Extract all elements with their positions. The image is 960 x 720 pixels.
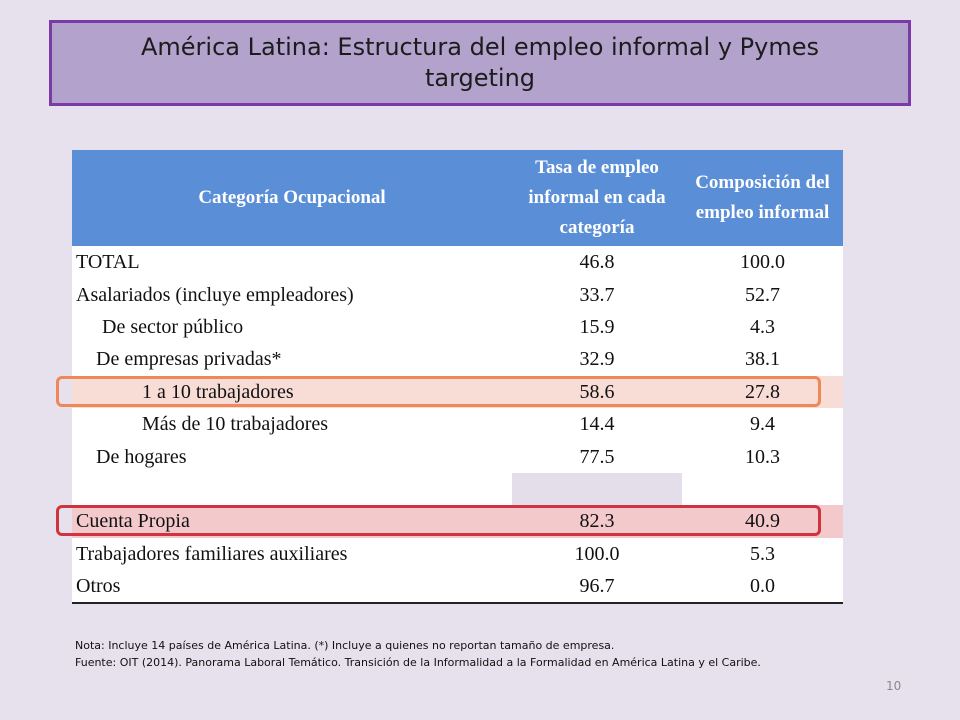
- row-label: Cuenta Propia: [72, 505, 512, 538]
- page-number: 10: [886, 679, 902, 693]
- employment-table-wrap: Categoría Ocupacional Tasa de empleo inf…: [72, 150, 843, 605]
- table-row-highlighted-self-employed: Cuenta Propia 82.3 40.9: [72, 505, 843, 538]
- row-label: De hogares: [96, 445, 187, 468]
- row-label: De sector público: [102, 315, 244, 338]
- row-rate: 82.3: [512, 505, 682, 538]
- table-row: Otros 96.7 0.0: [72, 569, 843, 605]
- row-rate: 58.6: [512, 375, 682, 408]
- highlight-outline-small-firms: [56, 376, 821, 407]
- row-label: Asalariados (incluye empleadores): [76, 283, 354, 306]
- row-label: Otros: [72, 569, 512, 605]
- row-rate: 15.9: [579, 315, 615, 338]
- header-categoria: Categoría Ocupacional: [72, 150, 512, 246]
- table-row: De empresas privadas* 32.9 38.1: [72, 343, 843, 375]
- slide-title: América Latina: Estructura del empleo in…: [140, 33, 819, 92]
- footnote-note: Nota: Incluye 14 países de América Latin…: [75, 639, 615, 652]
- row-composition: 10.3: [745, 445, 780, 468]
- row-label: TOTAL: [76, 251, 140, 274]
- row-composition: 100.0: [740, 251, 785, 274]
- table-row: Más de 10 trabajadores 14.4 9.4: [72, 408, 843, 440]
- row-rate: 77.5: [579, 445, 615, 468]
- title-box: América Latina: Estructura del empleo in…: [49, 20, 911, 106]
- table-row: Asalariados (incluye empleadores) 33.7 5…: [72, 278, 843, 310]
- row-rate: 96.7: [512, 569, 682, 605]
- row-composition: 38.1: [745, 348, 780, 371]
- header-composicion: Composición del empleo informal: [682, 150, 843, 246]
- row-label: De empresas privadas*: [96, 348, 282, 371]
- table-row: De sector público 15.9 4.3: [72, 311, 843, 343]
- highlight-outline-self-employed: [56, 505, 821, 536]
- row-rate: [512, 472, 682, 506]
- table-row: TOTAL 46.8 100.0: [72, 246, 843, 278]
- table-row-spacer: [72, 472, 843, 506]
- row-composition: 5.3: [750, 542, 775, 565]
- row-rate: 32.9: [579, 348, 615, 371]
- row-composition: [682, 473, 843, 505]
- header-tasa: Tasa de empleo informal en cada categorí…: [512, 150, 682, 246]
- footnote: Nota: Incluye 14 países de América Latin…: [75, 637, 875, 671]
- table-row: De hogares 77.5 10.3: [72, 440, 843, 472]
- row-rate: 33.7: [579, 283, 615, 306]
- row-label: Más de 10 trabajadores: [142, 413, 329, 436]
- row-rate: 14.4: [579, 413, 615, 436]
- row-rate: 46.8: [579, 251, 615, 274]
- row-rate: 100.0: [574, 542, 620, 565]
- footnote-source: Fuente: OIT (2014). Panorama Laboral Tem…: [75, 656, 761, 669]
- row-label: [72, 473, 512, 505]
- row-composition: 52.7: [745, 283, 780, 306]
- row-label: 1 a 10 trabajadores: [72, 375, 512, 408]
- table-header-row: Categoría Ocupacional Tasa de empleo inf…: [72, 150, 843, 246]
- row-composition: 9.4: [750, 413, 775, 436]
- employment-table: Categoría Ocupacional Tasa de empleo inf…: [72, 150, 843, 605]
- row-composition: 0.0: [682, 569, 843, 605]
- table-row: Trabajadores familiares auxiliares 100.0…: [72, 538, 843, 570]
- row-label: Trabajadores familiares auxiliares: [76, 542, 348, 565]
- row-composition: 4.3: [750, 315, 775, 338]
- table-row-highlighted-small-firms: 1 a 10 trabajadores 58.6 27.8: [72, 375, 843, 408]
